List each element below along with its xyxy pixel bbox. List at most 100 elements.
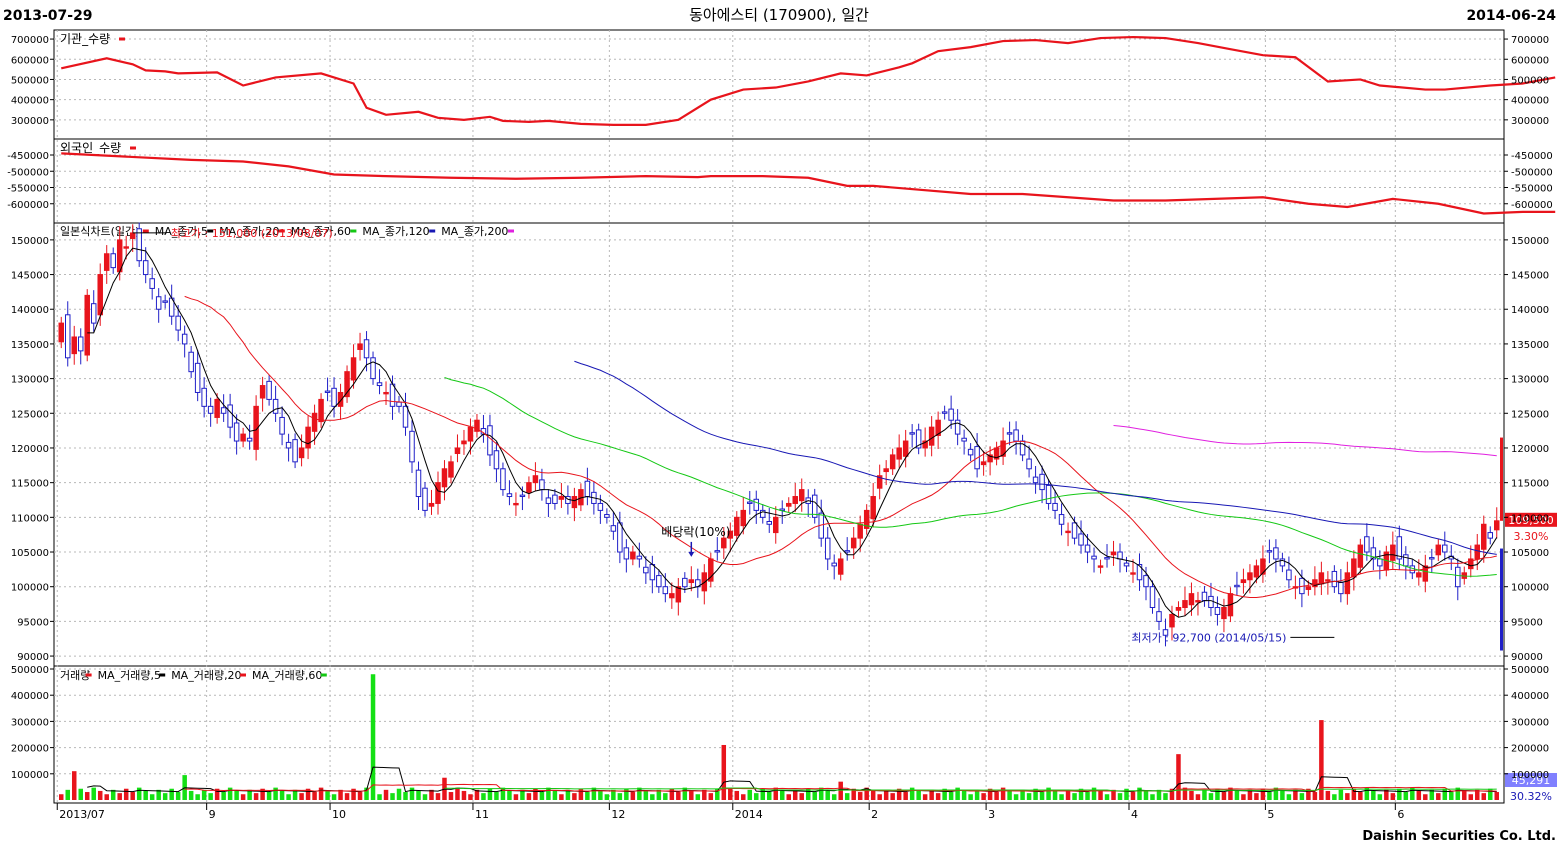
volume-bar-up [1182,787,1188,800]
candle-up [1357,544,1364,568]
volume-bar-down [682,787,688,800]
volume-bar-down [942,788,947,800]
vol-ma5-line [87,766,1497,793]
candle-up [1169,613,1175,628]
volume-bar-up [123,788,129,800]
volume-bar-up [877,794,882,800]
candle-up [1390,544,1396,561]
y-label-right: 100000 [1511,770,1549,781]
volume-bar-down [201,789,207,800]
chart-title: 동아에스티 (170900), 일간 [689,6,869,24]
volume-bar-down [1449,792,1454,800]
candle-down [1117,551,1123,560]
candle-up [935,419,941,436]
candle-up [721,537,727,549]
candle-down [954,419,961,435]
volume-bar-up [851,788,856,800]
volume-bar-down [1286,794,1292,800]
candle-up [1000,440,1006,457]
volume-bar-down [390,793,395,800]
volume-bar-up [1351,788,1357,800]
volume-bar-up [71,771,77,800]
price-legend-label: 일본식차트(일간) [60,224,139,238]
y-label-left: 150000 [11,236,49,247]
volume-bar-up [1254,793,1259,800]
candle-down [155,296,162,310]
candle-up [448,461,454,478]
volume-bar-down [481,793,486,800]
volume-bar-up [513,794,519,800]
candle-down [1214,607,1221,615]
volume-bar-down [487,788,493,800]
candle-up [461,440,467,445]
y-label-right: 150000 [1511,236,1549,247]
candle-down [110,253,116,269]
candle-up [305,426,311,449]
volume-bar-down [1059,794,1064,800]
candle-up [701,572,708,592]
volume-bar-down [961,790,967,800]
volume-bar-down [403,792,408,800]
candle-down [324,390,331,393]
candle-down [279,416,285,435]
month-label: 12 [611,808,625,821]
volume-bar-down [234,790,239,800]
price-legend-label: MA_종가,200 [441,225,508,238]
volume-bar-up [1195,794,1201,800]
volume-bar-down [494,792,499,800]
volume-bar-up [857,792,863,800]
candle-up [798,489,805,502]
volume-bar-down [1202,789,1207,800]
y-label-left: 500000 [11,665,49,676]
y-label-left: -600000 [7,200,49,211]
candle-down [811,494,818,518]
candle-up [857,523,863,539]
volume-legend-label: 거래량 [60,669,90,682]
candle-down [1006,432,1013,435]
candle-up [383,391,389,395]
volume-bar-down [1078,788,1084,800]
y-label-left: 140000 [11,305,49,316]
volume-panel: 45,291 30.32% [59,674,1557,803]
volume-bar-up [455,787,460,800]
candle-up [1325,579,1331,582]
volume-bar-down [780,790,785,800]
volume-bar-down [1117,793,1123,800]
y-label-right: -450000 [1511,151,1553,162]
volume-bar-down [1020,789,1025,800]
candle-down [552,494,558,504]
panel-frame-foreign [53,138,1505,224]
volume-bar-down [1429,789,1435,800]
candle-down [941,411,948,414]
candle-down [604,514,610,518]
volume-bar-up [59,794,64,800]
volume-bar-up [1390,793,1396,800]
candle-down [623,547,630,560]
candle-down [1266,550,1273,553]
candle-up [123,246,129,249]
y-label-left: 115000 [11,479,49,490]
candle-down [766,520,773,525]
volume-bar-down [1150,794,1155,800]
volume-bar-down [1215,788,1220,800]
candle-down [1370,547,1377,560]
volume-bar-up [1468,794,1474,800]
candle-down [500,468,506,491]
candle-down [961,437,967,442]
last-volume-box [1505,773,1557,787]
candle-up [428,502,435,507]
candle-down [1234,584,1240,588]
volume-bar-down [364,787,369,800]
y-label-right: -500000 [1511,167,1553,178]
volume-bar-up [734,790,740,800]
volume-bar-down [1403,792,1409,800]
candle-down [493,450,500,470]
panel-frames [53,29,1505,804]
range-bar-down [1500,548,1503,651]
candle-down [1403,554,1409,567]
candle-up [240,433,246,442]
volume-bar-up [1189,790,1194,800]
y-label-left: 400000 [11,691,49,702]
volume-bar-up [1436,793,1441,800]
y-label-right: 500000 [1511,665,1549,676]
